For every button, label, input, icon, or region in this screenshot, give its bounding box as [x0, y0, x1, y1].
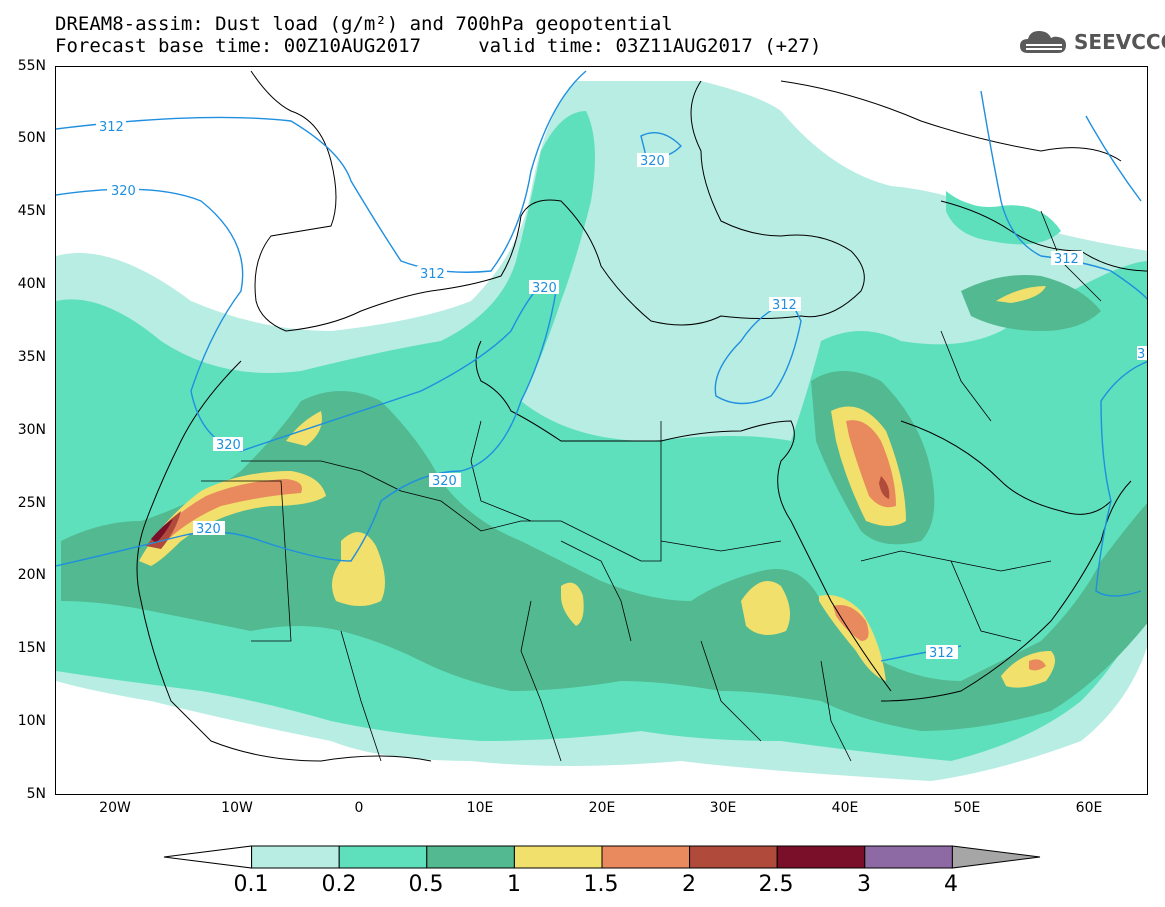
lat-label-30n: 30N	[17, 422, 46, 438]
colorbar-label-0.2: 0.2	[321, 872, 357, 897]
borders	[201, 210, 1102, 762]
lon-label-20e: 20E	[588, 800, 616, 816]
colorbar-label-3: 3	[857, 872, 871, 897]
colorbar-swatch	[338, 845, 428, 869]
map-canvas: 312 320 312 320 320 320 320 312 320 312 …	[56, 70, 1147, 781]
lat-label-10n: 10N	[17, 713, 46, 729]
lon-label-30e: 30E	[709, 800, 737, 816]
colorbar-arrow-high	[951, 845, 1041, 869]
lat-label-50n: 50N	[17, 130, 46, 146]
contour-label: 320	[196, 522, 221, 537]
lat-label-45n: 45N	[17, 203, 46, 219]
colorbar-label-1: 1	[507, 872, 521, 897]
contour-label: 320	[532, 281, 557, 296]
contour-label: 3	[1137, 347, 1145, 362]
contour-label: 320	[111, 184, 136, 199]
dust-load-map: 312 320 312 320 320 320 320 312 320 312 …	[55, 66, 1148, 795]
contour-312-west	[56, 70, 587, 273]
colorbar-label-1.5: 1.5	[583, 872, 619, 897]
lat-label-20n: 20N	[17, 567, 46, 583]
lon-label-40e: 40E	[831, 800, 859, 816]
forecast-time-subtitle: Forecast base time: 00Z10AUG2017 valid t…	[55, 35, 822, 57]
lat-label-25n: 25N	[17, 495, 46, 511]
lat-label-5n: 5N	[26, 786, 46, 802]
colorbar-swatches	[163, 845, 1041, 869]
colorbar-swatch	[601, 845, 691, 869]
cloud-icon	[1020, 31, 1066, 53]
colorbar-arrow-low	[163, 845, 253, 869]
colorbar-swatch	[513, 845, 603, 869]
lon-label-20w: 20W	[99, 800, 131, 816]
contour-320-west	[56, 188, 547, 452]
contour-312-arabia	[1095, 361, 1147, 597]
colorbar-swatch	[251, 845, 340, 869]
colorbar-label-4: 4	[944, 872, 958, 897]
lon-label-0: 0	[354, 800, 364, 816]
contour-label: 312	[772, 298, 797, 313]
lat-label-35n: 35N	[17, 349, 46, 365]
contour-label: 320	[216, 438, 241, 453]
colorbar-label-0.1: 0.1	[233, 872, 269, 897]
colorbar-swatch	[864, 845, 953, 869]
lon-label-60e: 60E	[1075, 800, 1103, 816]
contour-label: 312	[99, 120, 124, 135]
contour-320-northeast	[1085, 115, 1142, 202]
lat-label-55n: 55N	[17, 58, 46, 74]
contour-label: 320	[640, 154, 665, 169]
geopotential-contours	[56, 70, 1147, 662]
lon-label-10w: 10W	[221, 800, 253, 816]
contour-312-east	[980, 90, 1147, 300]
lat-label-15n: 15N	[17, 640, 46, 656]
colorbar-label-0.5: 0.5	[408, 872, 444, 897]
colorbar-swatch	[426, 845, 515, 869]
seevccc-logo: SEEVCCC	[1018, 26, 1165, 58]
lon-label-50e: 50E	[953, 800, 981, 816]
chart-title: DREAM8-assim: Dust load (g/m²) and 700hP…	[55, 13, 673, 35]
dust-layer-2.5	[151, 519, 173, 543]
contour-label: 312	[929, 646, 954, 661]
contour-label: 320	[432, 474, 457, 489]
colorbar-swatch	[776, 845, 866, 869]
contour-label: 312	[420, 267, 445, 282]
contour-312-levant	[714, 300, 802, 405]
colorbar-swatch	[689, 845, 778, 869]
contour-320-sahara	[56, 290, 557, 567]
logo-text: SEEVCCC	[1074, 30, 1165, 54]
contour-label: 312	[1054, 252, 1079, 267]
lat-label-40n: 40N	[17, 276, 46, 292]
colorbar	[163, 845, 1041, 869]
contour-labels: 312 320 312 320 320 320 320 312 320 312 …	[96, 119, 1147, 661]
colorbar-label-2: 2	[682, 872, 696, 897]
coastlines	[136, 70, 1147, 762]
colorbar-label-2.5: 2.5	[758, 872, 794, 897]
lon-label-10e: 10E	[466, 800, 494, 816]
